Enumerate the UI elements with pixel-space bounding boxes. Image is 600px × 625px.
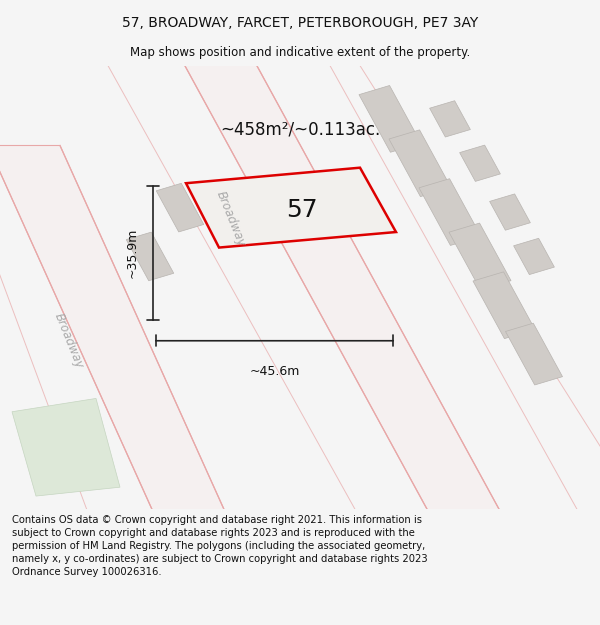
Polygon shape: [419, 179, 481, 246]
Text: Contains OS data © Crown copyright and database right 2021. This information is
: Contains OS data © Crown copyright and d…: [12, 515, 428, 578]
Text: ~458m²/~0.113ac.: ~458m²/~0.113ac.: [220, 121, 380, 139]
Polygon shape: [359, 86, 421, 152]
Text: 57: 57: [286, 198, 318, 222]
Polygon shape: [0, 146, 228, 518]
Polygon shape: [490, 194, 530, 230]
Text: ~45.6m: ~45.6m: [250, 365, 299, 378]
Text: Broadway: Broadway: [52, 311, 86, 371]
Polygon shape: [460, 145, 500, 181]
Polygon shape: [449, 223, 511, 290]
Polygon shape: [156, 183, 204, 232]
Polygon shape: [389, 130, 451, 197]
Polygon shape: [180, 57, 504, 518]
Polygon shape: [186, 168, 396, 248]
Polygon shape: [473, 272, 535, 339]
Text: ~35.9m: ~35.9m: [125, 228, 139, 278]
Polygon shape: [12, 399, 120, 496]
Text: 57, BROADWAY, FARCET, PETERBOROUGH, PE7 3AY: 57, BROADWAY, FARCET, PETERBOROUGH, PE7 …: [122, 16, 478, 30]
Polygon shape: [514, 238, 554, 274]
Polygon shape: [430, 101, 470, 137]
Polygon shape: [126, 232, 174, 281]
Polygon shape: [505, 323, 563, 385]
Text: Broadway: Broadway: [214, 189, 248, 248]
Text: Map shows position and indicative extent of the property.: Map shows position and indicative extent…: [130, 46, 470, 59]
